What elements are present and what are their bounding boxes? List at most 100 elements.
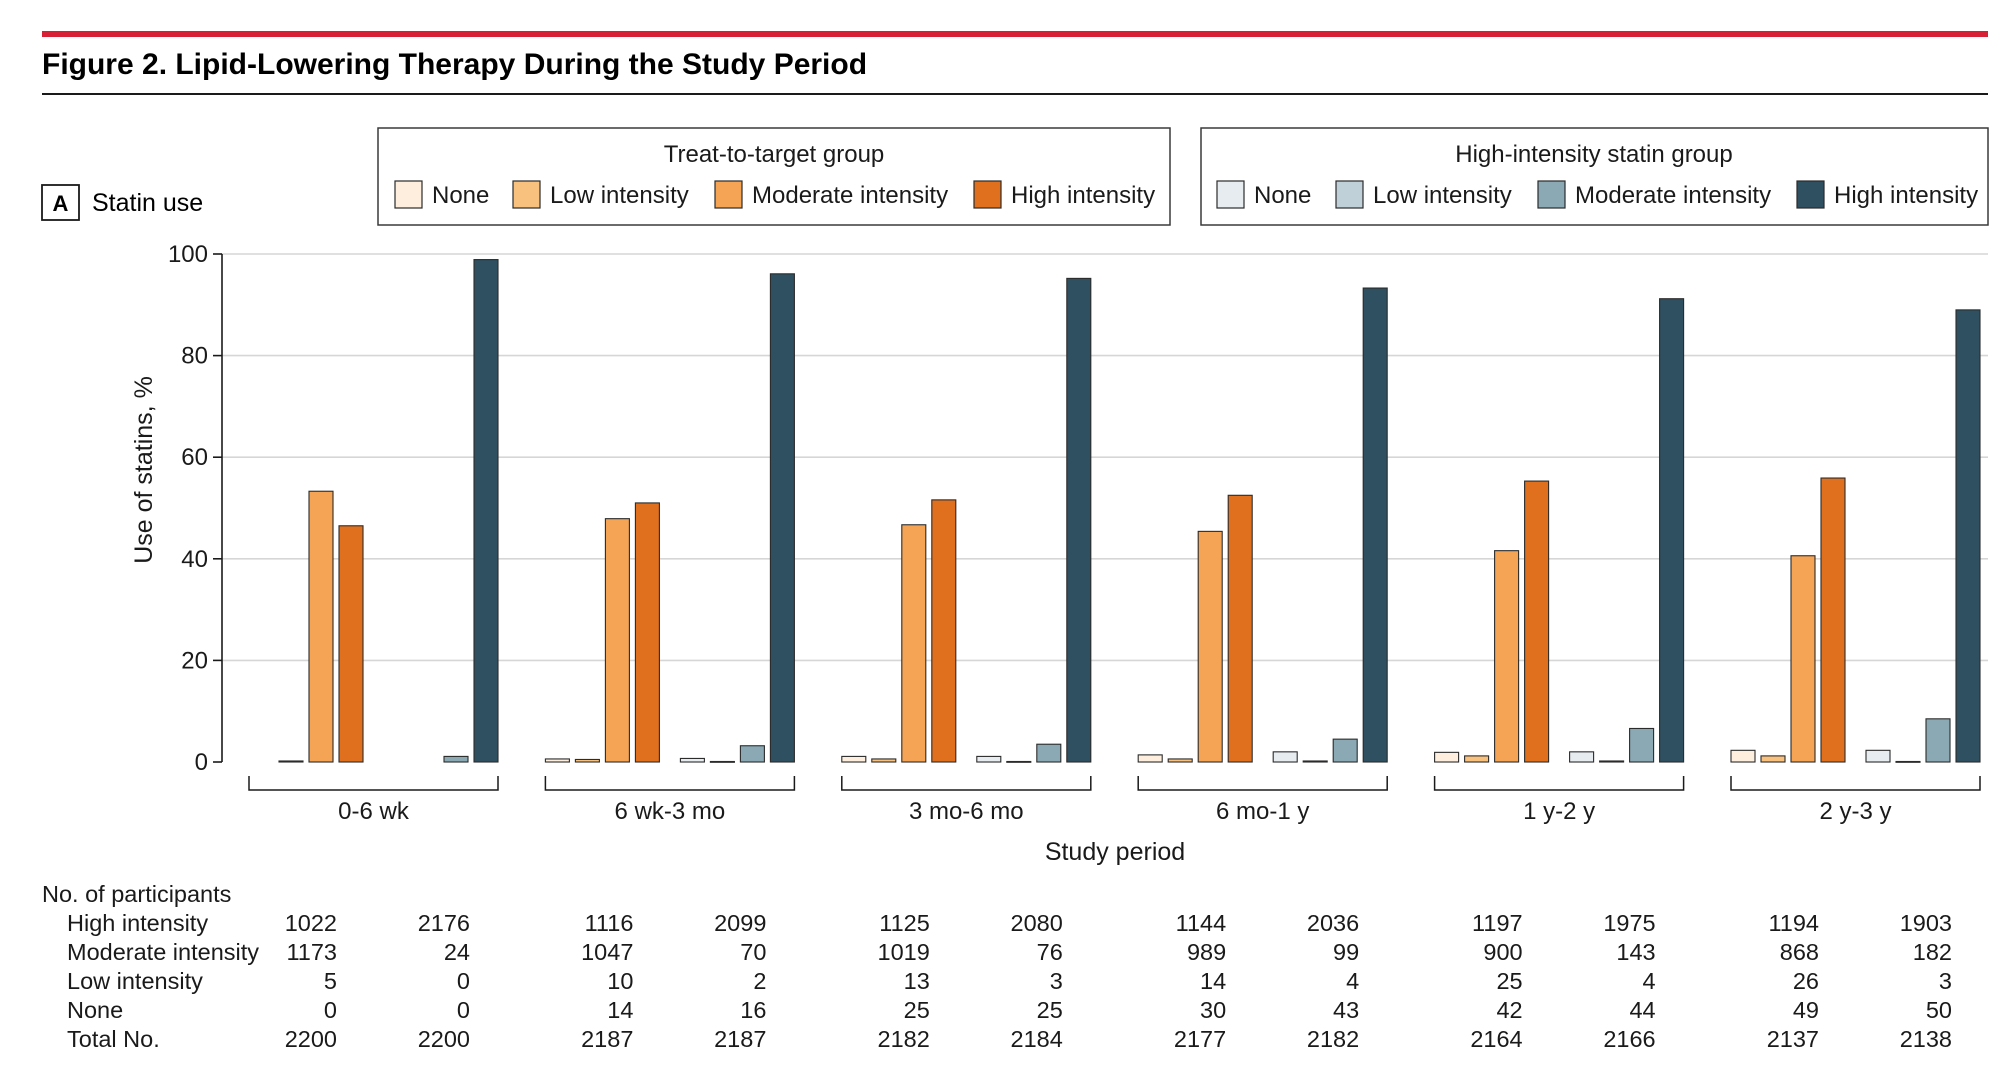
table-cell: 14: [607, 997, 633, 1023]
table-cell: 2099: [714, 910, 766, 936]
table-cell: 4: [1346, 968, 1359, 994]
y-axis: 0 20 40 60 80 100: [168, 241, 223, 776]
table-cell: 2137: [1767, 1026, 1819, 1052]
bar-high-none: [1569, 751, 1595, 763]
table-cell: 16: [740, 997, 766, 1023]
table-cell: 2187: [714, 1026, 766, 1052]
panel-letter-box: [41, 184, 80, 221]
table-cell: 5: [324, 968, 337, 994]
table-cell: 25: [1496, 968, 1522, 994]
table-cell: 2200: [418, 1026, 470, 1052]
bar-treat-low: [871, 758, 897, 763]
table-cell: 2036: [1307, 910, 1359, 936]
table-row-label: Low intensity: [67, 968, 203, 994]
bar-treat-none: [1137, 754, 1163, 763]
bar-high-high: [473, 259, 499, 763]
table-cell: 2176: [418, 910, 470, 936]
x-axis-title: Study period: [1045, 838, 1185, 866]
table-cell: 26: [1793, 968, 1819, 994]
bar-treat-moderate: [604, 518, 630, 763]
table-cell: 14: [1200, 968, 1226, 994]
table-cell: 1197: [1472, 910, 1523, 936]
bar-high-moderate: [1629, 727, 1655, 763]
x-category-bracket: [248, 776, 499, 791]
x-category-label: 6 mo-1 y: [1216, 798, 1309, 825]
legend-swatch-treat-none: [394, 180, 423, 209]
y-tick-label: 0: [195, 749, 208, 776]
legend-swatch-high-none: [1216, 180, 1245, 209]
bar-high-none: [976, 755, 1002, 763]
bar-treat-low: [574, 758, 600, 763]
legend-label-treat-moderate: Moderate intensity: [752, 182, 948, 209]
panel-letter: A: [53, 191, 69, 216]
x-category-label: 0-6 wk: [338, 798, 410, 825]
bar-treat-none: [841, 755, 867, 763]
y-tick-label: 100: [168, 241, 208, 268]
bar-high-high: [769, 273, 795, 763]
bar-high-moderate: [1036, 743, 1062, 763]
table-cell: 49: [1793, 997, 1819, 1023]
bar-high-low: [1302, 760, 1328, 763]
y-tick-label: 80: [181, 343, 208, 370]
legend-label-high-moderate: Moderate intensity: [1575, 182, 1771, 209]
table-row-label: Total No.: [67, 1026, 160, 1052]
table-cell: 2187: [581, 1026, 633, 1052]
bar-treat-high: [634, 502, 660, 763]
table-cell: 2: [753, 968, 766, 994]
bar-high-moderate: [1332, 738, 1358, 763]
table-cell: 1116: [585, 910, 634, 936]
x-category-bracket: [1433, 776, 1685, 791]
bar-high-high: [1362, 287, 1388, 763]
x-category-label: 6 wk-3 mo: [615, 798, 726, 825]
x-category-bracket: [1730, 776, 1981, 791]
table-cell: 1125: [879, 910, 930, 936]
bar-high-low: [1895, 760, 1921, 763]
table-cell: 50: [1926, 997, 1952, 1023]
table-cell: 182: [1913, 939, 1952, 965]
x-axis: 0-6 wk 6 wk-3 mo 3 mo-6 mo 6 mo-1 y 1 y-2 y 2…: [248, 776, 1981, 825]
legend-frame-treat: [377, 127, 1171, 226]
bar-treat-high: [338, 525, 364, 763]
table-cell: 2184: [1011, 1026, 1063, 1052]
table-cell: 30: [1200, 997, 1226, 1023]
legend-label-high-low: Low intensity: [1373, 182, 1512, 209]
table-cell: 0: [457, 968, 470, 994]
table-cell: 868: [1780, 939, 1819, 965]
bar-treat-high: [1227, 494, 1253, 763]
bar-high-moderate: [443, 755, 469, 763]
table-cell: 1144: [1176, 910, 1227, 936]
table-cell: 2138: [1900, 1026, 1952, 1052]
bar-treat-none: [1730, 749, 1756, 763]
accent-rule: [42, 31, 1988, 37]
table-cell: 99: [1333, 939, 1359, 965]
table-cell: 1019: [878, 939, 930, 965]
table-cell: 989: [1187, 939, 1226, 965]
table-cell: 1047: [581, 939, 633, 965]
table-cell: 43: [1333, 997, 1359, 1023]
table-cell: 900: [1483, 939, 1522, 965]
table-cell: 1173: [286, 939, 337, 965]
panel-title: Statin use: [92, 189, 203, 217]
table-cell: 76: [1037, 939, 1063, 965]
legend-title-treat: Treat-to-target group: [664, 141, 885, 168]
bar-treat-none: [544, 758, 570, 763]
table-cell: 2166: [1603, 1026, 1655, 1052]
table-cell: 4: [1643, 968, 1656, 994]
table-cell: 1194: [1768, 910, 1819, 936]
y-tick-label: 60: [181, 444, 208, 471]
bar-treat-high: [1820, 477, 1846, 763]
y-axis-title: Use of statins, %: [130, 376, 158, 564]
gridlines: [222, 253, 1988, 662]
bar-high-high: [1659, 298, 1685, 763]
table-cell: 2200: [285, 1026, 337, 1052]
legend-swatch-treat-high: [973, 180, 1002, 209]
table-cell: 0: [457, 997, 470, 1023]
bar-high-none: [679, 757, 705, 763]
table-cell: 143: [1616, 939, 1655, 965]
table-cell: 1903: [1900, 910, 1952, 936]
x-category-bracket: [841, 776, 1092, 791]
x-category-bracket: [544, 776, 796, 791]
x-category-label: 2 y-3 y: [1819, 798, 1891, 825]
legend-swatch-high-moderate: [1537, 180, 1566, 209]
legend-swatch-high-low: [1335, 180, 1364, 209]
